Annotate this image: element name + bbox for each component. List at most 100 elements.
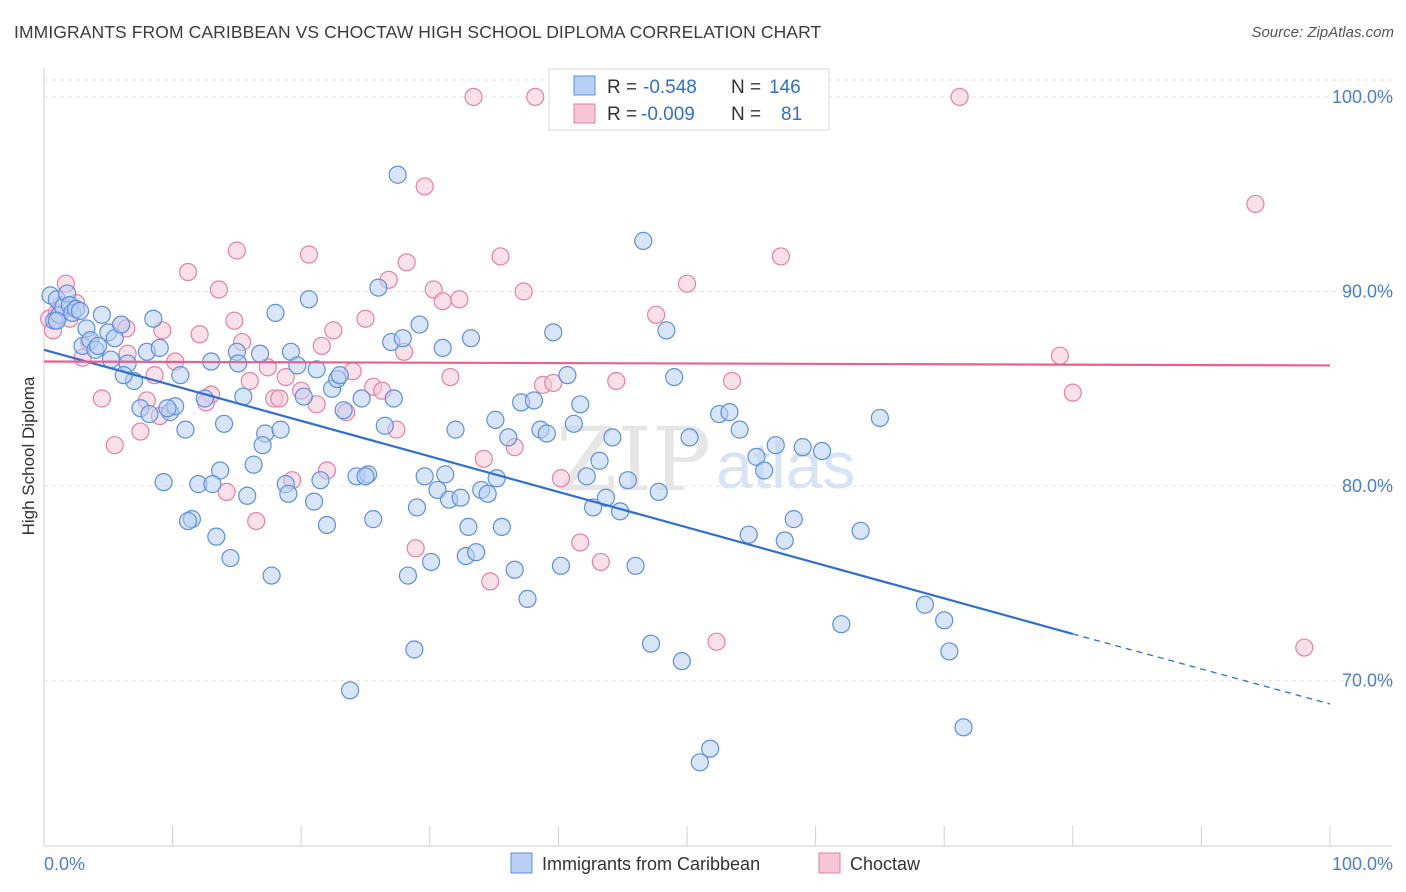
caribbean-point bbox=[428, 480, 447, 500]
caribbean-point bbox=[304, 492, 324, 511]
y-axis-label: High School Diploma bbox=[19, 376, 38, 535]
x-tick-label-end: 100.0% bbox=[1332, 854, 1393, 874]
caribbean-point bbox=[171, 366, 190, 385]
caribbean-point bbox=[140, 404, 159, 424]
caribbean-point bbox=[577, 467, 596, 486]
caribbean-point bbox=[436, 465, 455, 484]
caribbean-point bbox=[657, 321, 676, 340]
caribbean-point bbox=[144, 309, 163, 328]
caribbean-point bbox=[603, 428, 622, 447]
stats-legend: R = -0.548 N = 146 R = -0.009 N = 81 bbox=[548, 68, 830, 131]
legend-n-label-pink: N = bbox=[731, 104, 761, 125]
caribbean-point bbox=[407, 498, 427, 517]
caribbean-point bbox=[730, 420, 749, 439]
caribbean-trend-extension bbox=[1072, 633, 1331, 705]
caribbean-point bbox=[641, 634, 661, 653]
choctaw-point bbox=[178, 262, 198, 282]
caribbean-point bbox=[524, 391, 544, 410]
caribbean-point bbox=[518, 589, 537, 608]
choctaw-point bbox=[551, 469, 571, 488]
choctaw-point bbox=[607, 371, 626, 391]
caribbean-point bbox=[250, 344, 270, 363]
y-tick-label: 100.0% bbox=[1332, 87, 1393, 107]
caribbean-point bbox=[720, 403, 739, 422]
choctaw-point bbox=[356, 309, 375, 328]
choctaw-point bbox=[647, 305, 666, 324]
stats-legend-box bbox=[548, 68, 830, 131]
caribbean-point bbox=[364, 510, 383, 529]
caribbean-point bbox=[398, 566, 418, 585]
choctaw-point bbox=[1050, 346, 1070, 365]
caribbean-point bbox=[405, 640, 424, 659]
caribbean-point bbox=[739, 525, 758, 544]
legend-swatch-blue bbox=[573, 75, 596, 96]
caribbean-point bbox=[571, 395, 590, 414]
caribbean-point bbox=[221, 548, 240, 568]
choctaw-point bbox=[950, 87, 969, 107]
caribbean-point bbox=[211, 461, 230, 480]
legend-r-label-pink: R = bbox=[607, 104, 637, 125]
caribbean-point bbox=[851, 521, 870, 540]
choctaw-point bbox=[481, 572, 500, 591]
choctaw-point bbox=[491, 247, 510, 266]
choctaw-point bbox=[270, 389, 289, 408]
caribbean-point bbox=[178, 511, 198, 531]
caribbean-point bbox=[461, 329, 481, 348]
choctaw-point bbox=[415, 177, 434, 196]
caribbean-point bbox=[558, 366, 577, 385]
choctaw-point bbox=[105, 436, 124, 455]
caribbean-point bbox=[451, 488, 470, 507]
caribbean-point bbox=[832, 615, 851, 634]
trend-layer bbox=[43, 348, 1331, 705]
choctaw-point bbox=[707, 632, 726, 651]
x-tick-label-start: 0.0% bbox=[44, 854, 85, 874]
choctaw-point bbox=[227, 241, 246, 260]
choctaw-point bbox=[324, 321, 343, 340]
caribbean-point bbox=[352, 389, 371, 408]
caribbean-point bbox=[158, 399, 177, 418]
series-legend-swatch-caribbean bbox=[510, 852, 533, 874]
choctaw-point bbox=[217, 482, 236, 501]
caribbean-point bbox=[915, 595, 935, 614]
choctaw-point bbox=[591, 552, 610, 572]
caribbean-point bbox=[690, 753, 709, 772]
caribbean-point bbox=[766, 436, 785, 455]
caribbean-trend-line bbox=[43, 348, 1074, 635]
series-legend-swatch-choctaw bbox=[818, 852, 841, 874]
caribbean-point bbox=[954, 718, 973, 737]
watermark-atlas: atlas bbox=[716, 428, 855, 502]
choctaw-point bbox=[1295, 638, 1314, 657]
caribbean-point bbox=[492, 517, 511, 537]
series-legend: Immigrants from Caribbean Choctaw bbox=[510, 852, 921, 874]
caribbean-point bbox=[214, 414, 234, 433]
choctaw-point bbox=[771, 247, 790, 266]
choctaw-point bbox=[1246, 194, 1265, 214]
choctaw-point bbox=[441, 367, 460, 387]
caribbean-point bbox=[672, 652, 691, 671]
caribbean-point bbox=[150, 338, 169, 358]
legend-r-value-blue: -0.548 bbox=[643, 77, 697, 98]
choctaw-point bbox=[240, 371, 259, 391]
caribbean-point bbox=[590, 451, 609, 470]
caribbean-point bbox=[446, 420, 465, 439]
caribbean-point bbox=[369, 278, 388, 297]
choctaw-point bbox=[1063, 383, 1082, 402]
caribbean-point bbox=[433, 338, 452, 358]
caribbean-point bbox=[229, 354, 248, 373]
caribbean-point bbox=[47, 311, 66, 330]
choctaw-point bbox=[722, 371, 742, 391]
caribbean-point bbox=[775, 531, 794, 550]
choctaw-point bbox=[190, 325, 209, 344]
caribbean-point bbox=[755, 461, 774, 480]
series-legend-label-caribbean: Immigrants from Caribbean bbox=[542, 854, 760, 874]
caribbean-point bbox=[940, 642, 959, 661]
caribbean-point bbox=[478, 484, 497, 503]
legend-n-value-pink: 81 bbox=[781, 104, 802, 125]
caribbean-point bbox=[618, 471, 637, 490]
choctaw-point bbox=[312, 336, 331, 356]
choctaw-point bbox=[677, 274, 697, 293]
caribbean-point bbox=[101, 350, 120, 369]
choctaw-point bbox=[406, 539, 425, 558]
caribbean-point bbox=[203, 475, 222, 494]
choctaw-point bbox=[514, 282, 533, 301]
